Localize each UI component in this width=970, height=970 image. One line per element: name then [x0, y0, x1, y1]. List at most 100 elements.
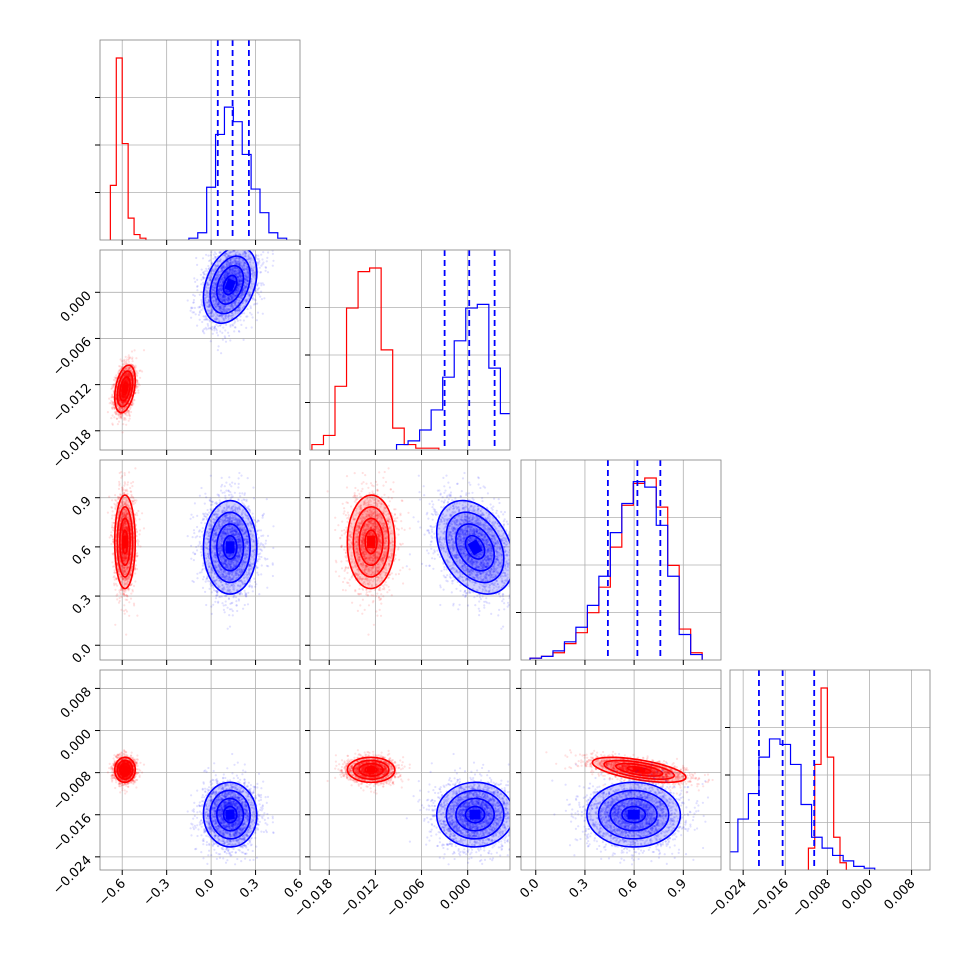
sample-point — [118, 416, 121, 419]
sample-point — [221, 331, 224, 334]
sample-point — [122, 396, 125, 399]
sample-point — [121, 403, 124, 406]
sample-point — [116, 405, 120, 408]
sample-point — [128, 373, 131, 376]
sample-point — [125, 378, 128, 381]
sample-point — [121, 395, 124, 398]
sample-point — [124, 379, 127, 382]
sample-point — [119, 413, 123, 416]
sample-point — [112, 383, 115, 386]
sample-point — [261, 263, 264, 266]
sample-point — [108, 397, 111, 400]
sample-point — [256, 231, 258, 233]
histogram-panel-0 — [100, 40, 300, 240]
sample-point — [123, 407, 126, 410]
sample-point — [123, 402, 126, 405]
sample-point — [126, 378, 129, 381]
sample-point — [123, 396, 126, 399]
sample-point — [123, 374, 126, 377]
sample-point — [126, 379, 129, 382]
sample-point — [127, 381, 130, 384]
sample-point — [229, 227, 231, 229]
sample-point — [129, 406, 132, 409]
sample-point — [133, 367, 136, 370]
sample-point — [222, 326, 225, 329]
sample-point — [124, 368, 128, 371]
sample-point — [126, 378, 129, 381]
sample-point — [122, 359, 125, 362]
sample-point — [240, 323, 243, 326]
sample-point — [124, 355, 127, 358]
sample-point — [246, 308, 249, 311]
sample-point — [119, 410, 122, 413]
sample-point — [117, 420, 121, 423]
sample-point — [233, 330, 236, 333]
sample-point — [135, 379, 139, 382]
sample-point — [125, 400, 128, 403]
sample-point — [115, 374, 118, 377]
sample-point — [124, 380, 127, 383]
sample-point — [245, 247, 247, 249]
histogram-panel-3 — [730, 670, 930, 870]
sample-point — [124, 379, 127, 382]
sample-point — [118, 409, 121, 412]
sample-point — [123, 396, 126, 399]
sample-point — [113, 416, 116, 419]
sample-point — [111, 407, 114, 410]
sample-point — [113, 407, 116, 410]
sample-point — [127, 358, 130, 362]
sample-point — [229, 339, 232, 342]
sample-point — [138, 533, 141, 536]
sample-point — [217, 345, 220, 348]
sample-point — [136, 385, 139, 388]
sample-point — [237, 246, 239, 248]
sample-point — [246, 315, 249, 318]
sample-point — [123, 395, 126, 399]
sample-point — [129, 376, 132, 379]
sample-point — [258, 242, 260, 244]
sample-point — [122, 401, 125, 404]
sample-point — [123, 396, 126, 399]
sample-point — [247, 247, 249, 249]
sample-point — [242, 244, 244, 246]
sample-point — [114, 378, 117, 381]
sample-point — [117, 407, 120, 410]
sample-point — [200, 300, 203, 303]
sample-point — [111, 406, 114, 409]
sample-point — [119, 358, 122, 361]
sample-point — [200, 308, 203, 312]
sample-point — [122, 395, 125, 398]
sample-point — [111, 514, 114, 517]
sample-point — [205, 267, 208, 270]
sample-point — [127, 373, 130, 376]
sample-point — [134, 364, 137, 367]
histogram-red — [109, 57, 147, 240]
sample-point — [128, 357, 132, 360]
sample-point — [200, 290, 203, 294]
sample-point — [111, 393, 114, 396]
sample-point — [126, 379, 129, 382]
sample-point — [202, 276, 205, 279]
scatter-panel-2-0 — [100, 460, 300, 660]
sample-point — [266, 271, 270, 274]
sample-point — [131, 356, 134, 359]
sample-point — [229, 243, 231, 245]
sample-point — [225, 237, 227, 239]
sample-point — [215, 252, 218, 255]
sample-point — [125, 372, 128, 375]
sample-point — [128, 374, 131, 377]
sample-point — [266, 220, 268, 222]
sample-point — [118, 400, 121, 403]
sample-point — [126, 373, 129, 376]
sample-point — [256, 311, 260, 314]
sample-point — [209, 340, 212, 343]
sample-point — [186, 299, 189, 302]
sample-point — [112, 389, 115, 392]
sample-point — [118, 399, 121, 402]
sample-point — [252, 226, 254, 228]
sample-point — [127, 367, 130, 370]
sample-point — [124, 367, 127, 370]
sample-point — [124, 379, 127, 382]
sample-point — [124, 412, 127, 415]
sample-point — [115, 417, 118, 420]
